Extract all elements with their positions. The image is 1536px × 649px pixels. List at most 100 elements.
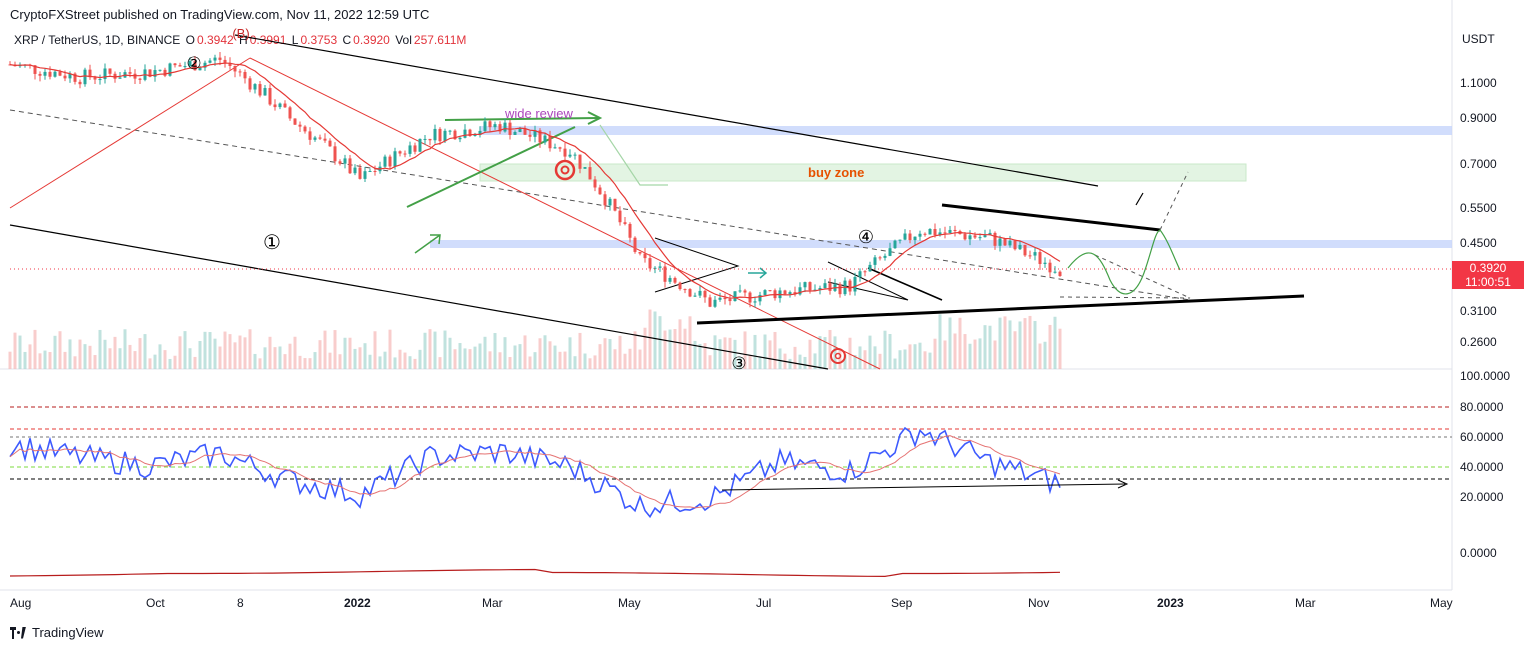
candle-body [743, 290, 747, 293]
candle-body [603, 194, 607, 206]
rsi-divergence-line[interactable] [721, 483, 1126, 491]
volume-bar [78, 339, 82, 369]
rsi-ma-line[interactable] [9, 435, 1061, 509]
candle-body [1018, 244, 1022, 250]
volume-bar [908, 344, 912, 369]
volume-bar [73, 356, 77, 369]
wave-label-4[interactable]: ④ [858, 227, 874, 247]
candle-body [128, 72, 132, 74]
moving-average-line[interactable] [9, 62, 1061, 299]
volume-bar [183, 331, 187, 369]
candle-body [703, 290, 707, 298]
candle-series[interactable] [8, 52, 1062, 308]
close-value: 0.3920 [353, 33, 390, 47]
wave-label-b[interactable]: (B) [232, 26, 249, 41]
wedge-top-line[interactable] [941, 203, 1161, 232]
wave-label-3[interactable]: ③ [731, 354, 746, 373]
resistance-band-upper[interactable] [480, 126, 1452, 135]
candle-body [363, 171, 367, 179]
volume-bar [333, 330, 337, 369]
red-trendline-fall[interactable] [249, 57, 881, 370]
arrow-head-icon [1117, 479, 1129, 489]
candle-body [808, 282, 812, 291]
candle-body [343, 158, 347, 164]
candle-body [643, 253, 647, 259]
support-line[interactable] [696, 294, 1305, 325]
volume-bar [723, 337, 727, 369]
volume-bar [763, 334, 767, 369]
candle-body [788, 292, 792, 295]
candle-body [668, 277, 672, 282]
candle-body [498, 124, 502, 132]
volume-bar [748, 354, 752, 369]
volume-bar [23, 351, 27, 369]
resistance-band-lower[interactable] [430, 240, 1452, 248]
volume-bar [133, 351, 137, 369]
upper-channel-line[interactable] [234, 34, 1099, 187]
volume-bar [713, 335, 717, 369]
candle-body [198, 67, 202, 71]
candle-body [853, 277, 857, 292]
candle-body [928, 229, 932, 235]
candle-body [548, 135, 552, 149]
volume-bar [358, 347, 362, 369]
candle-body [858, 271, 862, 278]
candle-body [113, 73, 117, 79]
time-tick: Oct [146, 596, 165, 610]
volume-bar [423, 332, 427, 369]
candle-body [518, 128, 522, 133]
volume-bar [843, 354, 847, 369]
green-arrow-wide-review[interactable] [444, 117, 599, 121]
volume-bar [598, 344, 602, 369]
volume-bar [903, 349, 907, 369]
candle-body [73, 73, 77, 82]
rsi-line[interactable] [9, 426, 1061, 519]
volume-bar [408, 356, 412, 369]
volume-bar [418, 349, 422, 369]
candle-body [948, 229, 952, 233]
symbol-name[interactable]: XRP / TetherUS, 1D, BINANCE [14, 33, 181, 47]
volume-bar [228, 334, 232, 369]
volume-bar [928, 352, 932, 369]
candle-body [293, 118, 297, 125]
red-trendline-rise[interactable] [9, 57, 251, 209]
volume-bar [988, 325, 992, 369]
volume-bar [853, 354, 857, 369]
volume-bar [583, 353, 587, 369]
candle-body [393, 151, 397, 167]
wave-label-1[interactable]: ① [263, 232, 281, 254]
volume-bar [703, 343, 707, 369]
wave-label-2[interactable]: ② [186, 54, 201, 73]
volume-bar [788, 358, 792, 369]
time-tick: Sep [891, 596, 913, 610]
green-rising-line[interactable] [406, 126, 576, 208]
wide-review-label[interactable]: wide review [504, 106, 574, 121]
volume-bar [543, 335, 547, 369]
buy-zone-label[interactable]: buy zone [808, 165, 864, 180]
triangle-pattern-may[interactable] [654, 237, 740, 293]
volume-bar [453, 349, 457, 369]
candle-body [923, 233, 927, 235]
volume-bar [203, 331, 207, 369]
volume-bar [1053, 316, 1057, 369]
lower-channel-line[interactable] [9, 224, 829, 370]
candle-body [178, 65, 182, 67]
candle-body [188, 61, 192, 67]
volume-bar [608, 339, 612, 369]
dashed-trendline[interactable] [9, 109, 1191, 301]
candle-body [978, 237, 982, 239]
candle-body [318, 137, 322, 139]
volume-bar [968, 343, 972, 369]
volume-bar [238, 335, 242, 369]
candle-body [573, 154, 577, 156]
bottom-indicator-line[interactable] [9, 568, 1061, 578]
volume-bar [528, 356, 532, 369]
tradingview-branding[interactable]: TradingView [10, 625, 104, 640]
pale-green-path [599, 124, 668, 186]
candle-body [823, 283, 827, 288]
candle-body [368, 171, 372, 173]
candle-body [683, 289, 687, 291]
candle-body [63, 75, 67, 79]
green-projection-curve[interactable] [1067, 229, 1181, 295]
